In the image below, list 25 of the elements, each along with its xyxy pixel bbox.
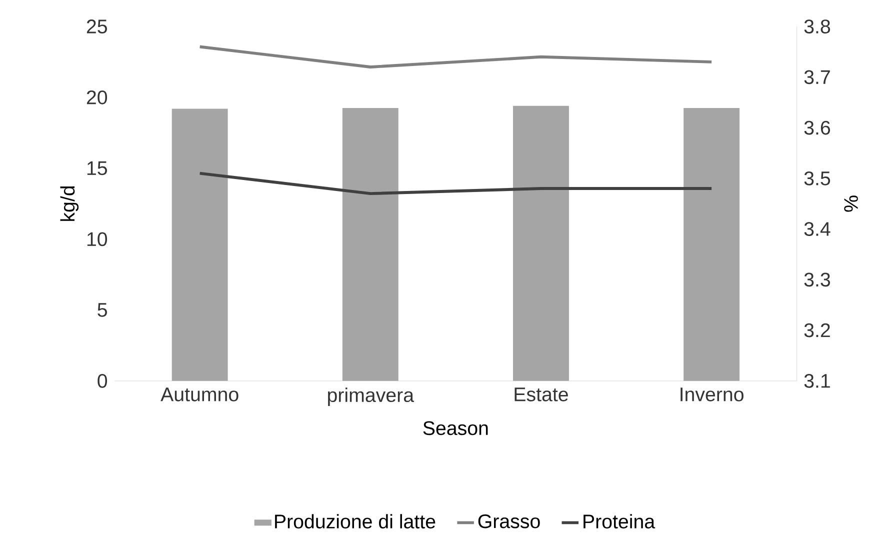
x-tick-label: Inverno [680,388,744,402]
y-tick-label: 20 [86,90,108,104]
y2-tick-label: 3.7 [804,70,830,84]
y2-tick-label: 3.6 [804,120,830,135]
y-axis-title: kg/d [60,186,79,221]
y2-tick-label: 3.2 [804,323,830,338]
y2-tick-label: 3.5 [804,171,830,186]
y2-tick-label: 3.8 [804,20,830,34]
x-axis-title: Season [423,421,488,436]
legend-label: Proteina [584,514,656,528]
y-tick-label: 15 [87,161,107,176]
x-tick-label: Autumno [160,388,238,402]
legend-label: Produzione di latte [275,514,436,528]
y-tick-label: 0 [98,374,108,388]
legend-label: Grasso [478,514,540,528]
x-tick-label: Estate [514,388,568,402]
y2-axis-title: % [844,196,858,212]
y2-tick-label: 3.4 [804,222,830,236]
y-tick-label: 5 [98,303,107,317]
line-series [198,45,714,68]
y-tick-label: 25 [86,20,107,34]
x-tick-label: primavera [328,388,414,406]
y2-tick-label: 3.1 [804,374,830,388]
y2-tick-label: 3.3 [804,272,830,287]
y-tick-label: 10 [87,232,108,246]
